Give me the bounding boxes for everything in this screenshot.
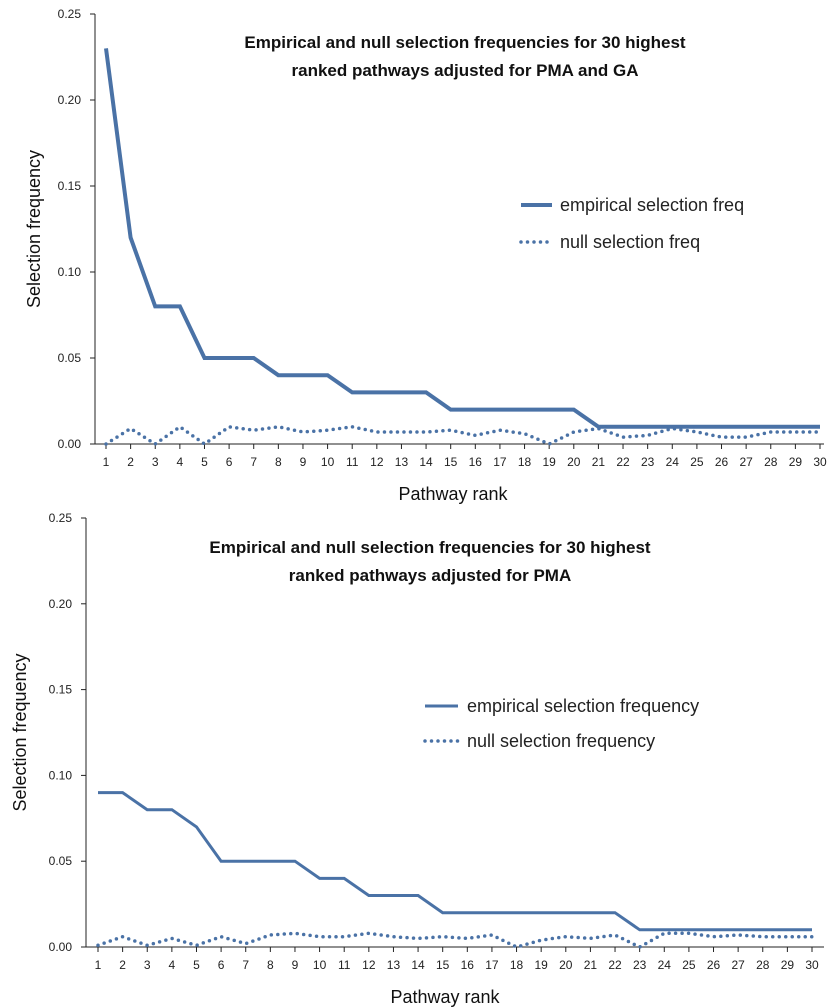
chart-title-line: Empirical and null selection frequencies… (209, 538, 651, 557)
series-line-null (104, 424, 822, 447)
x-tick-label: 30 (805, 958, 819, 972)
legend-label: null selection frequency (467, 731, 655, 751)
x-tick-label: 15 (444, 455, 458, 469)
series-line-empirical (98, 791, 812, 932)
x-tick-label: 18 (510, 958, 524, 972)
y-tick-label: 0.05 (49, 854, 73, 868)
y-tick-label: 0.10 (58, 265, 82, 279)
x-tick-label: 16 (469, 455, 483, 469)
x-tick-label: 17 (485, 958, 499, 972)
x-tick-label: 9 (300, 455, 307, 469)
series-line-empirical (104, 48, 820, 429)
x-tick-label: 17 (493, 455, 507, 469)
x-tick-label: 24 (658, 958, 672, 972)
legend-label: empirical selection frequency (467, 696, 699, 716)
x-tick-label: 9 (292, 958, 299, 972)
x-tick-label: 12 (370, 455, 384, 469)
x-tick-label: 6 (218, 958, 225, 972)
x-tick-label: 24 (666, 455, 680, 469)
x-tick-label: 21 (584, 958, 598, 972)
x-tick-label: 13 (387, 958, 401, 972)
x-tick-label: 27 (731, 958, 745, 972)
x-tick-label: 12 (362, 958, 376, 972)
y-tick-label: 0.05 (58, 351, 82, 365)
chart-bottom: 0.000.050.100.150.200.251 2 3 4 5 6 7 8 9 10 11 12 1… (10, 511, 824, 1007)
x-tick-label: 20 (567, 455, 581, 469)
x-tick-label: 19 (534, 958, 548, 972)
x-tick-label: 7 (250, 455, 257, 469)
x-tick-label: 14 (419, 455, 433, 469)
x-tick-label: 8 (275, 455, 282, 469)
x-tick-label: 6 (226, 455, 233, 469)
y-axis-title: Selection frequency (10, 653, 30, 811)
legend-label: empirical selection freq (560, 195, 744, 215)
x-tick-label: 26 (707, 958, 721, 972)
x-tick-label: 11 (338, 958, 351, 972)
x-tick-label: 2 (127, 455, 134, 469)
chart-title-line: Empirical and null selection frequencies… (244, 33, 686, 52)
x-tick-label: 26 (715, 455, 729, 469)
x-tick-label: 25 (690, 455, 704, 469)
x-tick-label: 10 (321, 455, 335, 469)
x-tick-label: 21 (592, 455, 606, 469)
x-tick-label: 11 (346, 455, 359, 469)
x-tick-label: 22 (608, 958, 622, 972)
x-tick-label: 28 (756, 958, 770, 972)
chart-title-line: ranked pathways adjusted for PMA and GA (292, 61, 639, 80)
series-line-null (96, 931, 814, 949)
x-tick-label: 3 (144, 958, 151, 972)
x-tick-label: 29 (789, 455, 803, 469)
x-tick-label: 27 (739, 455, 753, 469)
x-tick-label: 3 (152, 455, 159, 469)
y-tick-label: 0.00 (58, 437, 82, 451)
x-tick-label: 4 (177, 455, 184, 469)
y-tick-label: 0.00 (49, 940, 73, 954)
y-tick-label: 0.25 (58, 7, 82, 21)
x-tick-label: 28 (764, 455, 778, 469)
y-tick-label: 0.15 (58, 179, 82, 193)
y-tick-label: 0.20 (49, 597, 73, 611)
y-tick-label: 0.20 (58, 93, 82, 107)
chart-top: 0.000.050.100.150.200.251 2 3 4 5 6 7 8 9 10 11 12 1… (24, 7, 827, 504)
x-tick-label: 29 (781, 958, 795, 972)
x-tick-label: 1 (95, 958, 102, 972)
y-tick-label: 0.10 (49, 768, 73, 782)
y-tick-label: 0.25 (49, 511, 73, 525)
x-tick-label: 30 (813, 455, 827, 469)
x-tick-label: 4 (169, 958, 176, 972)
x-tick-label: 20 (559, 958, 573, 972)
y-axis-title: Selection frequency (24, 150, 44, 308)
x-tick-label: 1 (103, 455, 110, 469)
x-tick-label: 13 (395, 455, 409, 469)
x-tick-label: 14 (411, 958, 425, 972)
x-axis-title: Pathway rank (390, 987, 500, 1007)
x-tick-label: 16 (461, 958, 475, 972)
x-tick-label: 10 (313, 958, 327, 972)
x-tick-label: 18 (518, 455, 532, 469)
x-tick-label: 19 (542, 455, 556, 469)
x-tick-label: 23 (641, 455, 655, 469)
x-tick-label: 7 (242, 958, 249, 972)
x-tick-label: 15 (436, 958, 450, 972)
x-tick-label: 22 (616, 455, 630, 469)
x-tick-label: 5 (193, 958, 200, 972)
x-axis-title: Pathway rank (398, 484, 508, 504)
x-tick-label: 25 (682, 958, 696, 972)
y-tick-label: 0.15 (49, 683, 73, 697)
x-tick-label: 8 (267, 958, 274, 972)
x-tick-label: 23 (633, 958, 647, 972)
chart-title-line: ranked pathways adjusted for PMA (289, 566, 571, 585)
legend-label: null selection freq (560, 232, 700, 252)
x-tick-label: 2 (119, 958, 126, 972)
x-tick-label: 5 (201, 455, 208, 469)
